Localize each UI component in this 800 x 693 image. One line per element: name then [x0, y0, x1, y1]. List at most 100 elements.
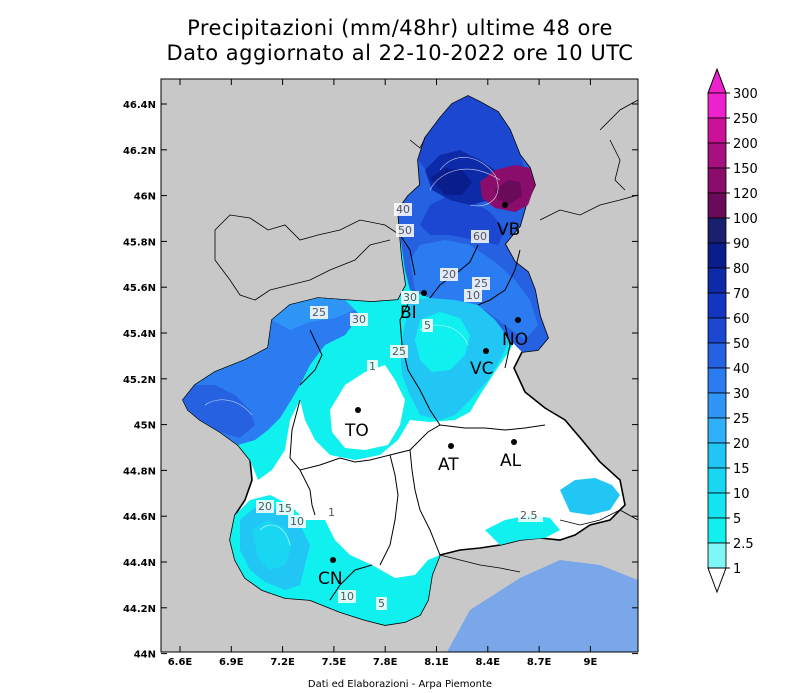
colorbar-swatch — [707, 517, 727, 544]
contour-label-bg — [256, 500, 274, 513]
sea-area — [447, 560, 638, 652]
colorbar-swatch — [707, 117, 727, 144]
lon-tick-label: 8.7E — [527, 657, 552, 668]
colorbar-label: 100 — [733, 212, 758, 227]
map-title: Precipitazioni (mm/48hr) ultime 48 ore — [187, 16, 613, 40]
contour-label-bg — [518, 509, 543, 522]
contour-label: 25 — [312, 306, 326, 319]
contour-label-bg — [422, 319, 433, 332]
lat-tick-label: 44.6N — [123, 512, 156, 523]
colorbar-swatch — [707, 142, 727, 169]
colorbar-swatch — [707, 442, 727, 469]
city-dot — [515, 317, 521, 323]
colorbar-swatch — [707, 267, 727, 294]
colorbar-label: 30 — [733, 387, 750, 402]
map-subtitle: Dato aggiornato al 22-10-2022 ore 10 UTC — [166, 41, 634, 65]
colorbar-swatch — [707, 317, 727, 344]
colorbar-swatch — [707, 342, 727, 369]
contour-label-bg — [350, 313, 368, 326]
contour-label: 10 — [340, 590, 354, 603]
lat-tick-label: 44.8N — [123, 466, 156, 477]
province-borders — [289, 234, 546, 601]
lon-tick-label: 8.4E — [476, 657, 501, 668]
city-dot — [448, 443, 454, 449]
colorbar-legend: 3002502001501201009080706050403025201510… — [707, 67, 758, 594]
city-dot — [330, 557, 336, 563]
contour-label: 30 — [403, 291, 417, 304]
contour-label-bg — [376, 597, 387, 610]
contour-label-bg — [390, 345, 408, 358]
contour-label: 30 — [352, 313, 366, 326]
colorbar-label: 200 — [733, 137, 758, 152]
city-dot — [483, 348, 489, 354]
colorbar-label: 300 — [733, 87, 758, 102]
colorbar-swatch — [707, 92, 727, 119]
contour-label: 1 — [369, 360, 376, 373]
contour-label-bg — [440, 268, 458, 281]
contour-label-bg — [367, 360, 378, 373]
lat-tick-label: 45.8N — [123, 237, 156, 248]
contour-label-bg — [338, 590, 356, 603]
colorbar-swatch — [707, 292, 727, 319]
contour-label-bg — [464, 289, 482, 302]
lon-tick-label: 7.8E — [373, 657, 398, 668]
contour-label: 15 — [278, 502, 292, 515]
colorbar-label: 50 — [733, 337, 750, 352]
colorbar-swatch — [707, 167, 727, 194]
lon-tick-label: 9E — [584, 657, 598, 668]
contour-label: 10 — [290, 515, 304, 528]
colorbar-top-arrow — [707, 67, 727, 94]
contour-label: 2.5 — [520, 509, 538, 522]
contour-label: 1 — [328, 506, 335, 519]
contour-label-bg — [394, 203, 412, 216]
contour-label-bg — [326, 506, 337, 519]
colorbar-swatch — [707, 192, 727, 219]
colorbar-swatch — [707, 217, 727, 244]
contour-label: 50 — [398, 224, 412, 237]
contour-label-bg — [472, 277, 490, 290]
lat-tick-label: 44.2N — [123, 604, 156, 615]
city-label: AT — [438, 455, 459, 475]
contour-label-bg — [310, 306, 328, 319]
colorbar-swatch — [707, 392, 727, 419]
city-dot — [502, 202, 508, 208]
city-dot — [355, 407, 361, 413]
contour-label: 40 — [396, 203, 410, 216]
lat-tick-label: 44N — [134, 650, 156, 661]
contour-label: 25 — [474, 277, 488, 290]
city-label: VC — [470, 359, 494, 379]
city-label: BI — [400, 303, 417, 323]
colorbar-swatch — [707, 542, 727, 569]
contour-label-bg — [471, 230, 489, 243]
lon-tick-label: 7.2E — [270, 657, 295, 668]
city-label: CN — [318, 569, 343, 589]
colorbar-swatch — [707, 242, 727, 269]
contour-label: 60 — [473, 230, 487, 243]
colorbar-label: 1 — [733, 562, 741, 577]
colorbar-label: 250 — [733, 112, 758, 127]
lat-tick-label: 46.4N — [123, 100, 156, 111]
colorbar-label: 2.5 — [733, 537, 754, 552]
lat-tick-label: 44.4N — [123, 558, 156, 569]
colorbar-label: 90 — [733, 237, 750, 252]
map-frame — [160, 78, 639, 653]
colorbar-label: 150 — [733, 162, 758, 177]
contour-label: 20 — [258, 500, 272, 513]
lat-tick-label: 46N — [134, 192, 156, 203]
longitude-axis: 6.6E 6.9E 7.2E 7.5E 7.8E 8.1E 8.4E 8.7E 9E — [168, 79, 598, 668]
city-dot — [511, 439, 517, 445]
lat-tick-label: 45.4N — [123, 329, 156, 340]
latitude-axis: 46.4N 46.2N 46N 45.8N 45.6N 45.4N 45.2N 45N 44.8… — [123, 100, 638, 661]
contour-label: 10 — [466, 289, 480, 302]
contour-label: 5 — [378, 597, 385, 610]
contour-label: 5 — [424, 319, 431, 332]
city-markers: VB BI NO VC TO AT AL CN — [318, 202, 528, 589]
lat-tick-label: 46.2N — [123, 146, 156, 157]
contour-label-bg — [401, 291, 419, 304]
contour-label-bg — [276, 502, 294, 515]
city-label: TO — [344, 421, 369, 441]
lat-tick-label: 45.6N — [123, 283, 156, 294]
city-label: NO — [502, 330, 528, 350]
colorbar-label: 15 — [733, 462, 750, 477]
